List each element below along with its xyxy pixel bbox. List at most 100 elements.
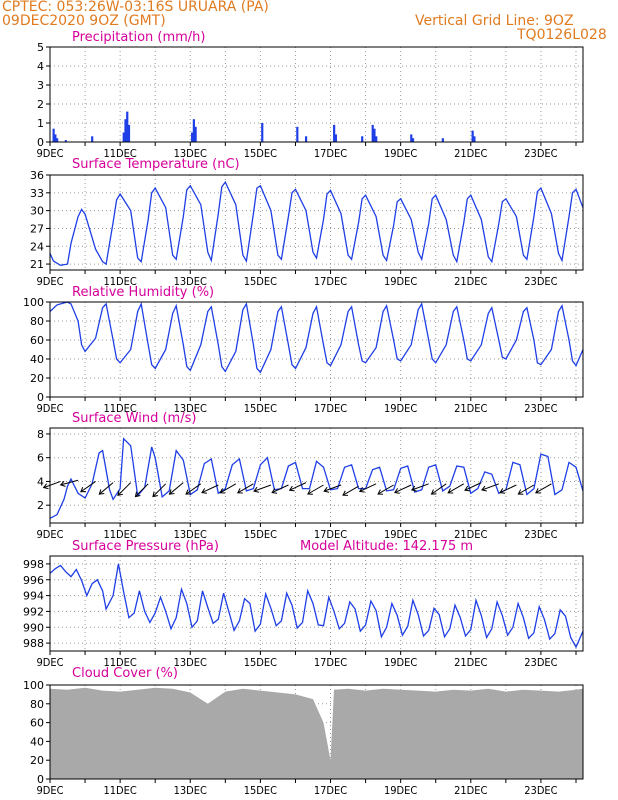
wind-arrow-head	[271, 488, 278, 494]
x-tick-label-rh-6: 21DEC	[454, 403, 487, 416]
wind-arrow-head	[98, 489, 105, 495]
y-tick-label-temp-0: 21	[30, 258, 44, 271]
precip-bar	[296, 126, 299, 142]
y-tick-label-precip-5: 5	[37, 41, 44, 54]
y-tick-label-cloud-3: 60	[30, 717, 44, 730]
wind-arrow	[253, 484, 272, 492]
y-tick-label-pressure-5: 998	[23, 558, 44, 571]
x-tick-label-wind-5: 19DEC	[384, 529, 417, 542]
x-tick-label-cloud-1: 11DEC	[103, 785, 136, 798]
wind-arrow	[152, 483, 167, 497]
panel-title-temp: Surface Temperature (nC)	[72, 157, 240, 172]
x-tick-label-temp-4: 17DEC	[314, 276, 347, 289]
panel-annotation-pressure: Model Altitude: 142.175 m	[300, 539, 473, 554]
y-tick-label-rh-2: 40	[30, 353, 44, 366]
wind-arrow	[535, 483, 552, 494]
precip-bar	[373, 128, 376, 142]
x-tick-label-temp-5: 19DEC	[384, 276, 417, 289]
y-tick-label-pressure-3: 994	[23, 590, 44, 603]
y-tick-label-rh-3: 60	[30, 334, 44, 347]
wind-arrow	[411, 483, 429, 491]
x-tick-label-wind-0: 9DEC	[36, 529, 63, 542]
x-tick-label-precip-2: 13DEC	[174, 148, 207, 161]
wind-arrow-head	[481, 485, 487, 492]
header-grid-note: Vertical Grid Line: 9OZ	[415, 13, 574, 29]
x-tick-label-rh-3: 15DEC	[244, 403, 277, 416]
panel-title-pressure: Surface Pressure (hPa)	[72, 539, 219, 554]
x-tick-label-wind-1: 11DEC	[103, 529, 136, 542]
wind-arrow	[289, 482, 307, 491]
wind-arrow	[394, 484, 412, 494]
precip-bar	[333, 124, 336, 142]
x-tick-label-precip-1: 11DEC	[103, 148, 136, 161]
y-tick-label-wind-3: 8	[37, 428, 44, 441]
wind-line	[49, 437, 584, 519]
x-tick-label-pressure-6: 21DEC	[454, 657, 487, 670]
precip-bar	[122, 132, 125, 142]
x-tick-label-temp-3: 15DEC	[244, 276, 277, 289]
x-tick-label-precip-4: 17DEC	[314, 148, 347, 161]
panel-title-rh: Relative Humidity (%)	[72, 285, 214, 300]
wind-arrow	[43, 480, 61, 489]
plot-frame	[49, 301, 584, 398]
header-run-time: 09DEC2020 9OZ (GMT)	[2, 13, 166, 29]
wind-arrow-head	[358, 486, 365, 493]
y-tick-label-precip-3: 3	[37, 79, 44, 92]
precip-bar	[371, 124, 374, 142]
x-tick-label-precip-7: 23DEC	[524, 148, 557, 161]
plot-frame	[49, 46, 584, 143]
wind-arrow	[135, 483, 149, 497]
y-tick-label-rh-0: 0	[37, 391, 44, 404]
wind-arrow-head	[168, 489, 175, 495]
precip-bar	[192, 119, 195, 142]
wind-arrow	[323, 484, 342, 492]
x-tick-label-wind-4: 17DEC	[314, 529, 347, 542]
y-tick-label-rh-1: 20	[30, 372, 44, 385]
y-tick-label-temp-3: 30	[30, 205, 44, 218]
pressure-line	[49, 563, 584, 649]
x-tick-label-cloud-4: 17DEC	[314, 785, 347, 798]
wind-arrow-head	[42, 483, 49, 490]
y-tick-label-precip-4: 4	[37, 60, 44, 73]
y-tick-label-wind-1: 4	[37, 475, 44, 488]
x-tick-label-precip-6: 21DEC	[454, 148, 487, 161]
x-tick-label-rh-5: 19DEC	[384, 403, 417, 416]
wind-arrow-head	[447, 488, 454, 494]
y-tick-label-precip-0: 0	[37, 136, 44, 149]
wind-arrow-head	[464, 485, 471, 492]
precip-bar	[411, 138, 415, 142]
y-tick-label-cloud-1: 20	[30, 754, 44, 767]
y-tick-label-pressure-1: 990	[23, 621, 44, 634]
x-tick-label-cloud-3: 15DEC	[244, 785, 277, 798]
wind-arrow	[307, 484, 324, 495]
wind-arrow	[80, 481, 96, 493]
y-tick-label-temp-5: 36	[30, 169, 44, 182]
x-tick-label-wind-3: 15DEC	[244, 529, 277, 542]
x-tick-label-precip-0: 9DEC	[36, 148, 63, 161]
wind-arrow-head	[236, 488, 243, 494]
x-tick-label-temp-0: 9DEC	[36, 276, 63, 289]
panel-temp: 21 24 27 30 33 36 9DEC 11DEC 13DEC 15DEC 17DEC 19DE…	[30, 157, 584, 289]
wind-arrow	[99, 482, 114, 495]
x-tick-label-rh-0: 9DEC	[36, 403, 63, 416]
x-tick-label-cloud-6: 21DEC	[454, 785, 487, 798]
y-tick-label-precip-2: 2	[37, 98, 44, 111]
plot-frame	[49, 427, 584, 524]
wind-arrow	[271, 484, 289, 494]
wind-arrow-head	[535, 488, 541, 494]
y-tick-label-rh-4: 80	[30, 315, 44, 328]
wind-arrow	[342, 485, 359, 496]
panel-precip: 0 1 2 3 4 5 9DEC 11DEC 13DEC 15DEC 17DEC 19DEC 21DEC…	[36, 30, 584, 161]
precip-bar	[361, 136, 364, 142]
x-tick-label-pressure-1: 11DEC	[103, 657, 136, 670]
precip-bar	[64, 140, 67, 142]
precip-bar	[304, 136, 308, 142]
precip-bar	[441, 138, 444, 142]
x-tick-label-pressure-5: 19DEC	[384, 657, 417, 670]
x-tick-label-pressure-4: 17DEC	[314, 657, 347, 670]
x-tick-label-cloud-2: 13DEC	[174, 785, 207, 798]
x-tick-label-temp-1: 11DEC	[103, 276, 136, 289]
y-tick-label-cloud-5: 100	[23, 679, 44, 692]
x-tick-label-temp-6: 21DEC	[454, 276, 487, 289]
wind-arrow	[464, 482, 482, 491]
